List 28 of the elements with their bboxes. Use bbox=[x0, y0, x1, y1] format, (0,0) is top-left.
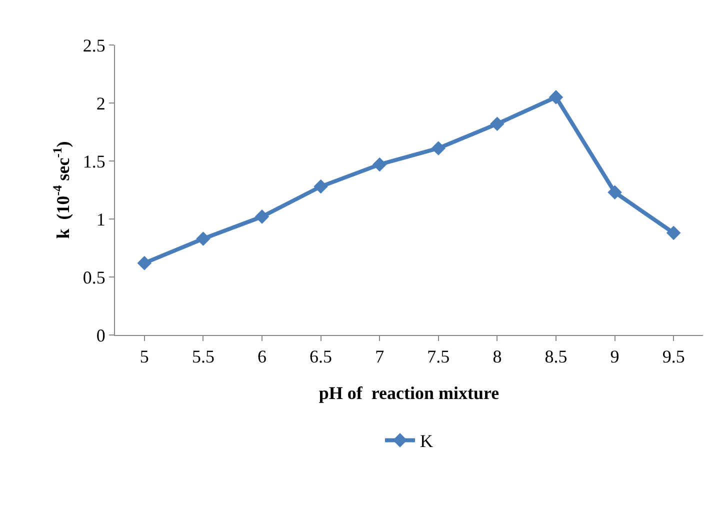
point bbox=[372, 157, 387, 172]
x-tick-label: 6 bbox=[258, 346, 266, 367]
point bbox=[431, 141, 446, 156]
point bbox=[314, 179, 328, 194]
x-tick-label: 8.5 bbox=[544, 346, 568, 367]
point bbox=[137, 256, 152, 270]
x-tick-label: 7 bbox=[375, 346, 384, 367]
point bbox=[490, 116, 504, 132]
x-tick-label: 7.5 bbox=[427, 346, 450, 367]
x-tick-label: 5.5 bbox=[192, 346, 214, 367]
x-tick-label: 5 bbox=[140, 346, 149, 367]
point bbox=[548, 90, 564, 104]
point bbox=[666, 226, 681, 240]
x-tick-label: 9.5 bbox=[662, 346, 685, 367]
y-tick-label: 1 bbox=[96, 209, 106, 230]
y-tick-label: 0.5 bbox=[82, 267, 106, 288]
point bbox=[608, 185, 622, 200]
y-tick-label: 2 bbox=[96, 93, 106, 114]
point bbox=[254, 210, 270, 224]
x-axis-title: pH of reaction mixture bbox=[318, 383, 500, 403]
y-tick-label: 2.5 bbox=[82, 35, 106, 56]
y-tick-label: 1.5 bbox=[82, 151, 106, 172]
x-tick-label: 6.5 bbox=[310, 346, 332, 367]
legend-label: K bbox=[420, 431, 433, 452]
x-tick-label: 9 bbox=[610, 346, 620, 367]
y-tick-label: 0 bbox=[96, 325, 106, 346]
point bbox=[196, 232, 210, 246]
x-tick-label: 8 bbox=[492, 346, 502, 367]
